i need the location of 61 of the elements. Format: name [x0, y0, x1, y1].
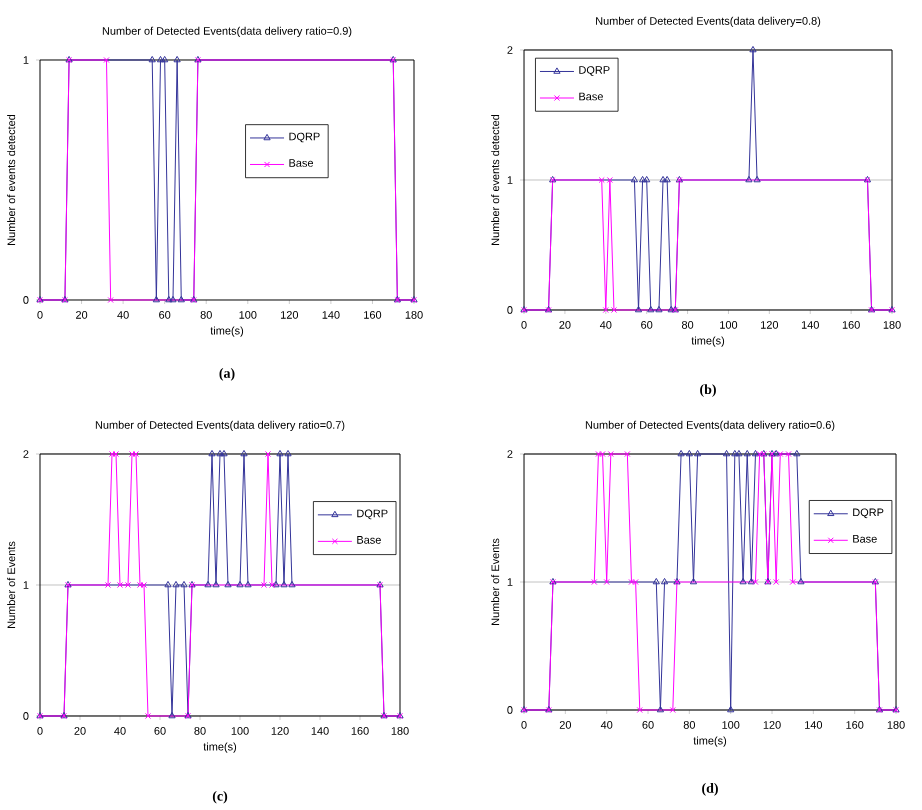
point [677, 449, 685, 457]
point [785, 450, 792, 457]
point [172, 580, 180, 588]
point [204, 580, 212, 588]
point [777, 450, 784, 457]
point [753, 175, 761, 183]
point [789, 578, 796, 585]
point [164, 580, 172, 588]
point [667, 305, 675, 313]
point [216, 449, 224, 457]
point [603, 578, 610, 585]
point [694, 449, 702, 457]
point [797, 577, 805, 585]
point [591, 578, 598, 585]
point [647, 305, 655, 313]
point [168, 711, 176, 719]
point [659, 175, 667, 183]
point [735, 449, 743, 457]
point [276, 449, 284, 457]
point [743, 449, 751, 457]
point [224, 580, 232, 588]
point [739, 577, 747, 585]
point [655, 305, 663, 313]
point [793, 449, 801, 457]
point [599, 450, 606, 457]
point [685, 449, 693, 457]
point [747, 577, 755, 585]
point [636, 706, 643, 713]
point [656, 705, 665, 713]
point [240, 449, 248, 457]
point [745, 175, 753, 183]
point [731, 449, 739, 457]
point [722, 449, 731, 457]
point [749, 45, 757, 53]
point [660, 577, 669, 585]
point [284, 449, 292, 457]
point [624, 450, 631, 457]
point [638, 175, 647, 183]
point [236, 580, 244, 588]
point [669, 706, 676, 713]
point [628, 578, 635, 585]
point [606, 176, 613, 183]
point [607, 450, 614, 457]
point [751, 449, 760, 457]
point [727, 705, 735, 713]
point [180, 580, 188, 588]
point [208, 449, 216, 457]
point [663, 175, 671, 183]
point [602, 306, 609, 313]
point [652, 577, 660, 585]
point [643, 175, 651, 183]
point [689, 577, 698, 585]
point [632, 578, 639, 585]
point [212, 580, 220, 588]
point [752, 578, 759, 585]
point [598, 176, 605, 183]
point [220, 449, 228, 457]
point [280, 580, 288, 588]
point [244, 580, 252, 588]
point [288, 580, 296, 588]
point [630, 175, 639, 183]
